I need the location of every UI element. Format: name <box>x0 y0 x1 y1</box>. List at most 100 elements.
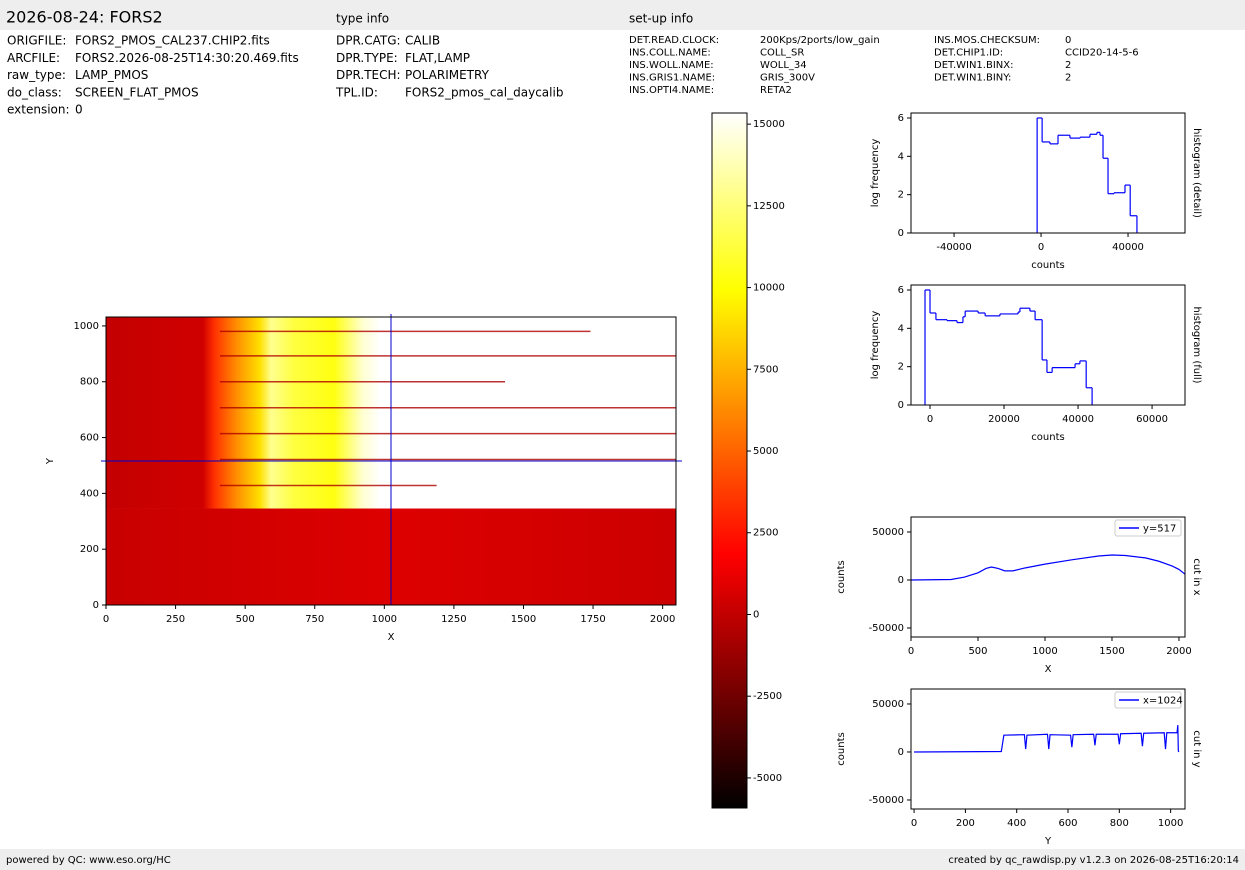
y-axis-label: log frequency <box>870 311 881 380</box>
x-tick-label: 0 <box>927 414 933 425</box>
x-tick-label: 500 <box>968 646 987 657</box>
side-label: cut in y <box>1191 730 1202 767</box>
y-tick-label: 5000 <box>753 446 778 457</box>
x-tick-label: 0 <box>911 818 917 829</box>
info-key: ARCFILE: <box>7 51 60 65</box>
y-axis-label: counts <box>836 732 847 765</box>
legend-label: x=1024 <box>1143 696 1183 707</box>
y-tick-label: 2500 <box>753 528 778 539</box>
setup-key: DET.WIN1.BINX: <box>934 60 1014 71</box>
x-tick-label: 1000 <box>372 614 397 625</box>
y-tick-label: 4 <box>898 323 904 334</box>
x-tick-label: 500 <box>236 614 255 625</box>
setup-key: INS.WOLL.NAME: <box>629 60 714 71</box>
footer-band <box>0 849 1245 870</box>
y-axis-label: log frequency <box>870 139 881 208</box>
y-tick-label: 800 <box>80 377 99 388</box>
info-key: DPR.TECH: <box>336 68 401 82</box>
y-tick-label: 0 <box>93 600 99 611</box>
y-tick-label: 0 <box>898 747 904 758</box>
x-axis-label: X <box>1045 664 1052 675</box>
y-tick-label: 10000 <box>753 283 785 294</box>
setup-value: WOLL_34 <box>760 60 807 71</box>
y-axis-label: Y <box>45 457 56 465</box>
y-tick-label: 7500 <box>753 364 778 375</box>
y-tick-label: -5000 <box>753 773 782 784</box>
axes-frame <box>910 112 1186 234</box>
setup-value: RETA2 <box>760 85 792 96</box>
x-tick-label: 1000 <box>1032 646 1057 657</box>
y-tick-label: -2500 <box>753 691 782 702</box>
setup-value: 2 <box>1065 60 1071 71</box>
x-tick-label: 750 <box>305 614 324 625</box>
y-tick-label: 2 <box>898 362 904 373</box>
x-tick-label: 2000 <box>650 614 675 625</box>
info-value: FORS2.2026-08-25T14:30:20.469.fits <box>75 51 299 65</box>
setup-key: DET.CHIP1.ID: <box>934 48 1003 59</box>
y-tick-label: 400 <box>80 488 99 499</box>
setup-value: GRIS_300V <box>760 73 815 84</box>
info-key: DPR.TYPE: <box>336 51 398 65</box>
y-tick-label: 50000 <box>872 699 904 710</box>
info-value: POLARIMETRY <box>405 68 490 82</box>
data-line <box>910 554 1186 581</box>
x-axis-label: counts <box>1031 260 1064 271</box>
x-tick-label: 2000 <box>1166 646 1191 657</box>
info-value: LAMP_PMOS <box>75 68 148 82</box>
x-tick-label: 1000 <box>1158 818 1183 829</box>
info-key: raw_type: <box>7 68 66 82</box>
x-tick-label: 1500 <box>1099 646 1124 657</box>
side-label: histogram (full) <box>1191 306 1202 383</box>
y-tick-label: 15000 <box>753 119 785 130</box>
setup-key: INS.GRIS1.NAME: <box>629 73 715 84</box>
x-tick-label: 0 <box>1038 242 1044 253</box>
colorbar <box>712 113 747 808</box>
x-tick-label: 20000 <box>988 414 1020 425</box>
x-tick-label: 400 <box>1007 818 1026 829</box>
y-tick-label: -50000 <box>869 795 904 806</box>
y-tick-label: 1000 <box>74 321 99 332</box>
x-tick-label: 1250 <box>441 614 466 625</box>
info-value: FLAT,LAMP <box>405 51 470 65</box>
info-key: TPL.ID: <box>335 85 378 99</box>
x-tick-label: 40000 <box>1062 414 1094 425</box>
y-tick-label: 0 <box>753 609 759 620</box>
x-tick-label: -40000 <box>936 242 971 253</box>
x-tick-label: 250 <box>166 614 185 625</box>
x-axis-label: counts <box>1031 432 1064 443</box>
y-tick-label: 200 <box>80 544 99 555</box>
y-tick-label: 6 <box>898 285 904 296</box>
y-tick-label: 4 <box>898 151 904 162</box>
setup-key: INS.COLL.NAME: <box>629 48 711 59</box>
y-tick-label: -50000 <box>869 623 904 634</box>
type-info-title: type info <box>336 12 389 26</box>
setup-value: CCID20-14-5-6 <box>1065 48 1139 59</box>
legend-box <box>1114 691 1182 709</box>
x-tick-label: 200 <box>956 818 975 829</box>
setup-value: COLL_SR <box>760 48 804 59</box>
x-tick-label: 600 <box>1058 818 1077 829</box>
info-key: do_class: <box>7 85 62 99</box>
side-label: histogram (detail) <box>1191 128 1202 218</box>
setup-key: INS.MOS.CHECKSUM: <box>934 35 1040 46</box>
info-value: FORS2_PMOS_CAL237.CHIP2.fits <box>75 34 270 48</box>
x-tick-label: 800 <box>1110 818 1129 829</box>
y-tick-label: 0 <box>898 400 904 411</box>
info-key: DPR.CATG: <box>336 34 401 48</box>
footer-left: powered by QC: www.eso.org/HC <box>6 855 171 866</box>
info-value: CALIB <box>405 34 440 48</box>
axes-frame <box>910 688 1186 810</box>
x-axis-label: X <box>388 632 395 643</box>
setup-value: 200Kps/2ports/low_gain <box>760 35 880 46</box>
axes-frame <box>910 516 1186 638</box>
y-tick-label: 2 <box>898 190 904 201</box>
y-tick-label: 6 <box>898 113 904 124</box>
x-tick-label: 1750 <box>580 614 605 625</box>
legend-box <box>1114 519 1182 537</box>
setup-value: 0 <box>1065 35 1071 46</box>
info-key: extension: <box>7 103 70 117</box>
page-title: 2026-08-24: FORS2 <box>6 8 163 27</box>
y-tick-label: 0 <box>898 228 904 239</box>
